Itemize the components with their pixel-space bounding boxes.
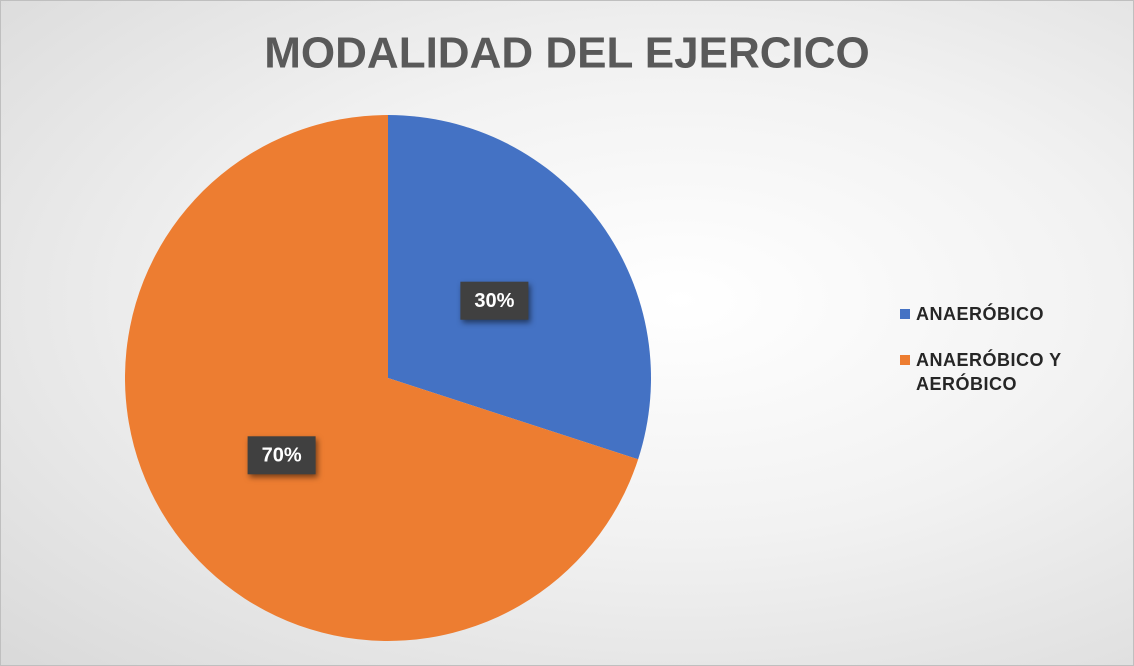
legend-swatch — [900, 355, 910, 365]
pie-slice — [125, 115, 639, 641]
legend-swatch — [900, 309, 910, 319]
legend-label: ANAERÓBICO Y AERÓBICO — [916, 350, 1062, 394]
legend-label: ANAERÓBICO — [916, 304, 1045, 324]
chart-title: MODALIDAD DEL EJERCICO — [264, 29, 869, 78]
data-label: 30% — [474, 290, 514, 312]
data-label: 70% — [262, 445, 302, 467]
legend: ANAERÓBICO ANAERÓBICO Y AERÓBICO — [898, 302, 1078, 418]
label-box — [247, 436, 316, 475]
legend-entry: ANAERÓBICO — [898, 302, 1078, 326]
legend-entry: ANAERÓBICO Y AERÓBICO — [898, 348, 1078, 396]
label-box — [460, 281, 529, 320]
